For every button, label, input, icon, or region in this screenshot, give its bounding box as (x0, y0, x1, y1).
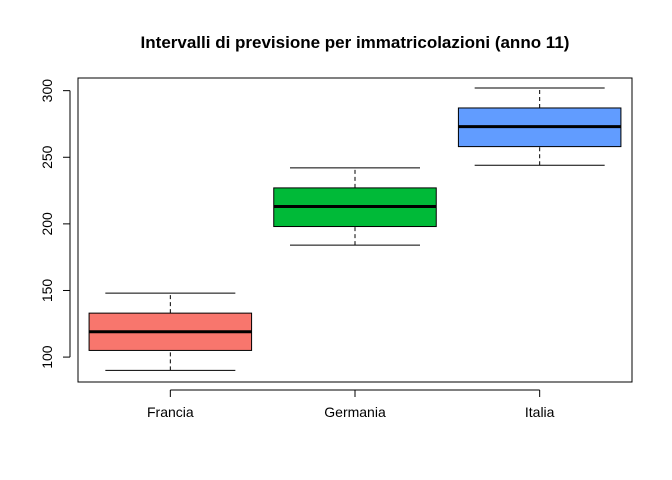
y-axis: 100 150 200 250 300 (39, 79, 71, 369)
box-germania (273, 167, 437, 246)
y-tick-label-150: 150 (39, 279, 55, 303)
x-tick-label-francia: Francia (147, 404, 194, 420)
plot-frame (77, 77, 633, 383)
y-tick-label-250: 250 (39, 145, 55, 169)
box-italia (457, 87, 622, 166)
x-axis: Francia Germania Italia (147, 389, 555, 420)
x-tick-label-italia: Italia (525, 404, 555, 420)
chart-title: Intervalli di previsione per immatricola… (141, 33, 570, 52)
y-tick-label-100: 100 (39, 345, 55, 369)
y-tick-label-300: 300 (39, 79, 55, 103)
box-francia (88, 292, 253, 371)
boxes (88, 87, 622, 371)
x-tick-label-germania: Germania (324, 404, 386, 420)
y-tick-label-200: 200 (39, 212, 55, 236)
